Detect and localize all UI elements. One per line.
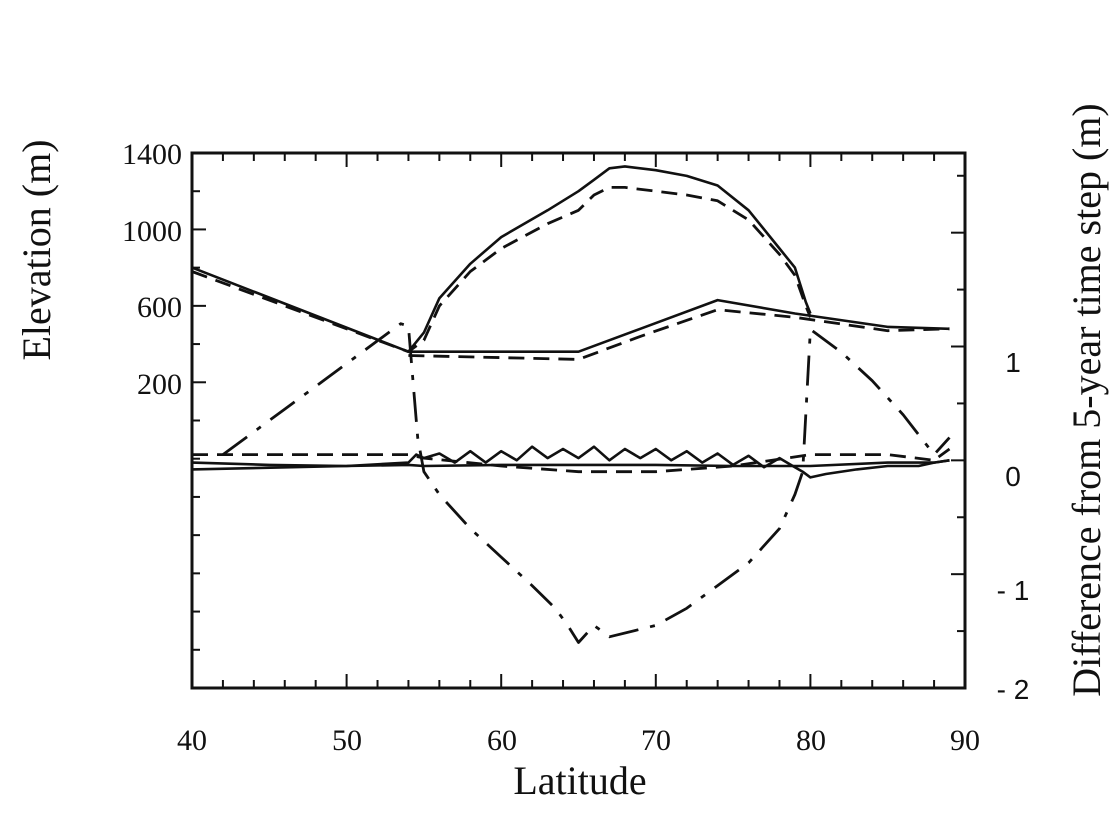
- left-tick-label: 1000: [122, 215, 182, 248]
- x-tick-label: 50: [332, 724, 362, 757]
- right-tick-label: 0: [1005, 461, 1021, 492]
- ticks: [191, 152, 966, 689]
- series-line-7: [191, 445, 950, 479]
- series-line-2: [191, 185, 812, 354]
- left-tick-label: 600: [137, 291, 182, 324]
- series-line-1: [191, 165, 812, 354]
- right-axis-label: Difference from 5-year time step (m): [1064, 103, 1109, 696]
- series-line-8: [191, 459, 950, 468]
- series-layer: [191, 165, 951, 644]
- left-tick-label: 1400: [122, 138, 182, 171]
- x-tick-label: 80: [796, 724, 826, 757]
- series-line-4: [408, 308, 950, 361]
- x-axis-label: Latitude: [513, 758, 646, 803]
- right-tick-label: - 2: [997, 674, 1030, 705]
- right-tick-label: 1: [1005, 347, 1021, 378]
- series-line-3: [408, 298, 950, 354]
- series-line-5: [222, 322, 951, 644]
- x-tick-label: 40: [177, 724, 207, 757]
- left-axis-label: Elevation (m): [14, 139, 59, 360]
- x-tick-label: 70: [641, 724, 671, 757]
- left-tick-label: 200: [137, 368, 182, 401]
- x-tick-label: 90: [950, 724, 980, 757]
- x-tick-label: 60: [487, 724, 517, 757]
- right-tick-label: - 1: [997, 575, 1030, 606]
- plot-frame: [190, 151, 967, 690]
